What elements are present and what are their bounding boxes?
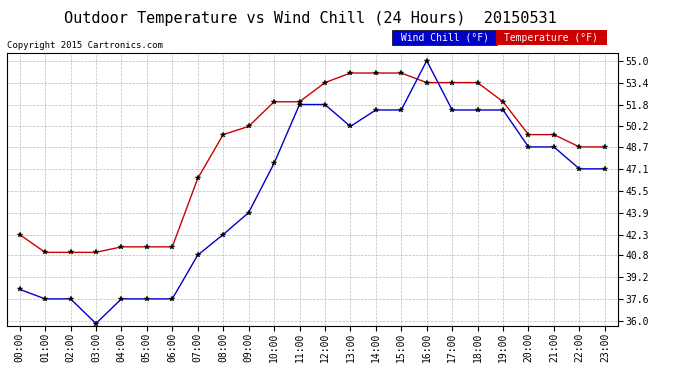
Text: Copyright 2015 Cartronics.com: Copyright 2015 Cartronics.com [7, 41, 163, 50]
Text: Outdoor Temperature vs Wind Chill (24 Hours)  20150531: Outdoor Temperature vs Wind Chill (24 Ho… [64, 11, 557, 26]
Text: Wind Chill (°F): Wind Chill (°F) [395, 33, 495, 43]
Text: Temperature (°F): Temperature (°F) [498, 33, 604, 43]
